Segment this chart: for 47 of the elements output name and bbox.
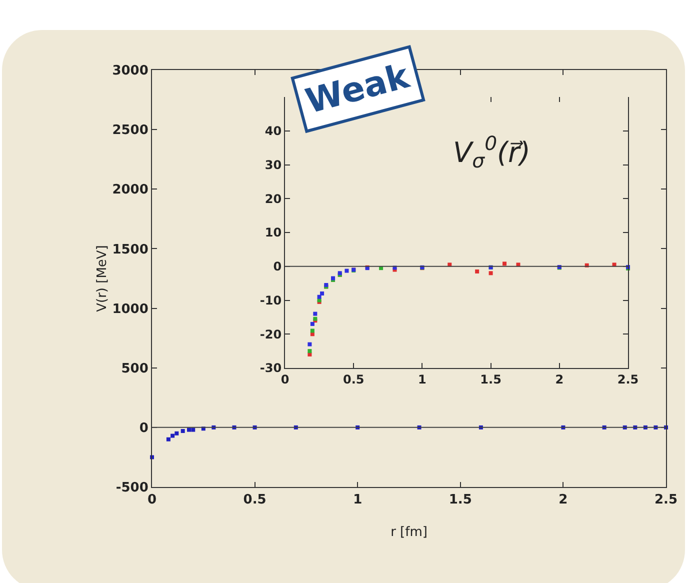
y-tick-label: 3000: [112, 64, 148, 79]
x-tick-label: 1.5: [448, 492, 472, 508]
y-tick-label: 500: [121, 361, 148, 376]
y-tick-label: 10: [264, 226, 282, 240]
y-tick-label: 1500: [112, 242, 148, 258]
x-tick-label: 0.5: [342, 372, 364, 386]
point: [166, 437, 170, 442]
y-tick-label: 2500: [112, 123, 148, 138]
y-tick-label: -10: [260, 293, 282, 308]
point: [310, 322, 314, 326]
point: [174, 431, 179, 436]
point: [320, 291, 324, 296]
y-tick-label: 0: [139, 420, 148, 436]
x-tick-label: 2: [558, 492, 568, 508]
point: [187, 428, 192, 432]
point: [180, 429, 185, 433]
x-axis-title: r [fm]: [390, 525, 428, 540]
y-tick-label: -20: [260, 327, 282, 342]
y-tick-label: -500: [116, 480, 148, 496]
x-tick-label: 1: [353, 492, 362, 508]
point: [475, 269, 480, 274]
x-tick-label: 2.5: [617, 372, 639, 386]
y-tick-label: 1000: [112, 302, 148, 317]
x-tick-label: 1: [418, 372, 426, 386]
y-axis-title: V(r) [MeV]: [95, 245, 110, 312]
annotation: Weak: [302, 56, 415, 122]
point: [170, 434, 175, 438]
y-tick-label: 30: [264, 158, 282, 172]
point: [502, 262, 507, 266]
y-tick-label: -30: [260, 361, 282, 376]
point: [344, 268, 349, 273]
point: [317, 294, 322, 299]
y-tick-label: 20: [264, 192, 282, 206]
x-tick-label: 2.5: [654, 492, 678, 508]
y-tick-label: 0: [273, 260, 282, 274]
point: [488, 271, 493, 276]
x-tick-label: 2: [555, 372, 564, 386]
point: [308, 342, 312, 346]
point: [313, 312, 318, 316]
x-tick-label: 1.5: [480, 372, 502, 386]
y-tick-label: 40: [264, 124, 282, 138]
x-tick-label: 0.5: [243, 492, 266, 508]
point: [191, 428, 196, 432]
point: [310, 328, 314, 333]
point: [308, 349, 312, 354]
annotation: V$_{σ}$$^{0}$(r⃗): [453, 132, 530, 173]
y-tick-label: 2000: [112, 182, 148, 198]
